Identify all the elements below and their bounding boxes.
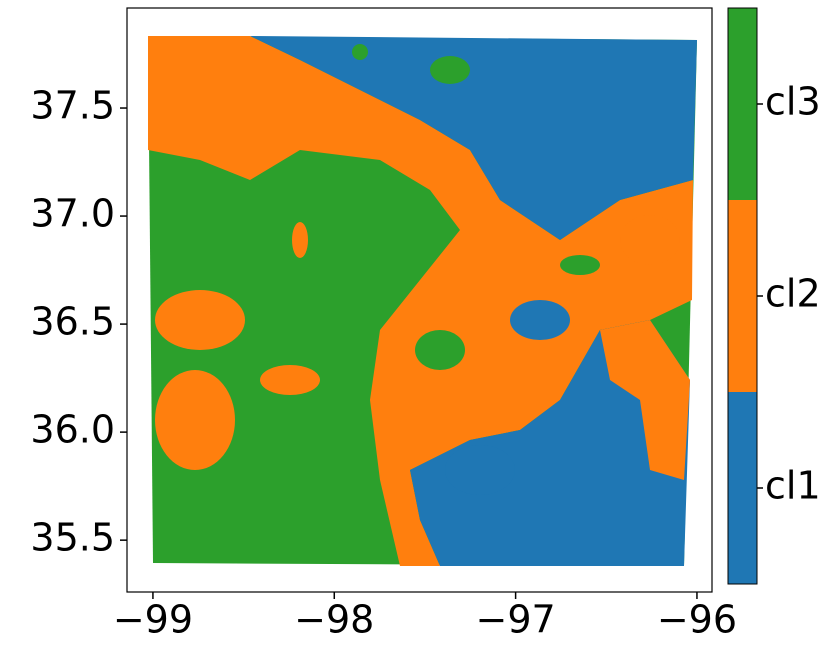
x-tick-label: −99 [113,598,193,642]
y-tick-label: 36.0 [30,408,115,452]
x-tick-label: −96 [657,598,737,642]
y-tick-label: 36.5 [30,300,115,344]
y-tick-label: 37.0 [30,192,115,236]
y-tick-label: 35.5 [30,516,115,560]
colorbar-label: cl1 [765,464,821,508]
colorbar-label: cl2 [765,272,821,316]
colorbar-label: cl3 [765,80,821,124]
y-tick-label: 37.5 [30,84,115,128]
x-tick-label: −98 [294,598,374,642]
x-tick-label: −97 [476,598,556,642]
chart: −99 −98 −97 −96 35.5 36.0 36.5 37.0 37.5 cl1 cl2 cl… [0,0,830,642]
colorbar-segment [728,392,757,584]
colorbar-segment [728,200,757,392]
map-raster [148,36,697,566]
colorbar-segment [728,8,757,200]
